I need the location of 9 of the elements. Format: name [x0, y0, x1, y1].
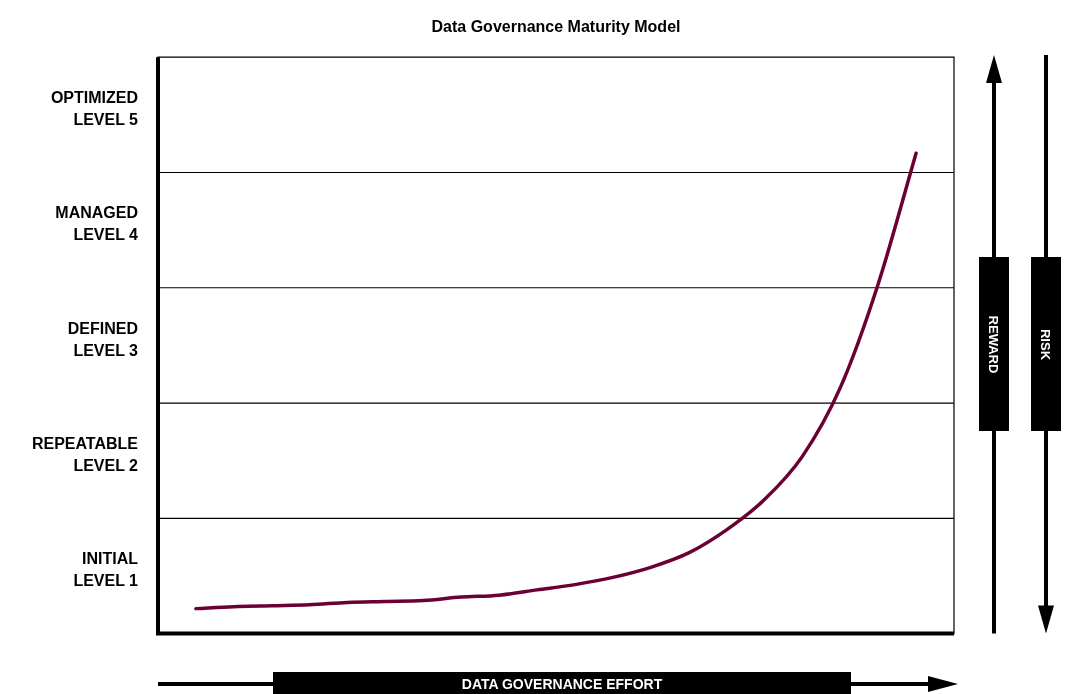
text: OPTIMIZED LEVEL 5 — [50, 88, 138, 131]
text: DEFINED LEVEL 3 — [67, 318, 138, 361]
text: REWARD — [986, 315, 1002, 374]
text: REPEATABLE LEVEL 2 — [31, 434, 138, 477]
text: MANAGED LEVEL 4 — [55, 203, 138, 246]
chart-title: Data Governance Maturity Model — [431, 18, 681, 36]
x-axis-title: DATA GOVERNANCE EFFORT — [273, 672, 851, 694]
text: RISK — [1038, 328, 1054, 360]
text: INITIAL LEVEL 1 — [73, 549, 138, 592]
